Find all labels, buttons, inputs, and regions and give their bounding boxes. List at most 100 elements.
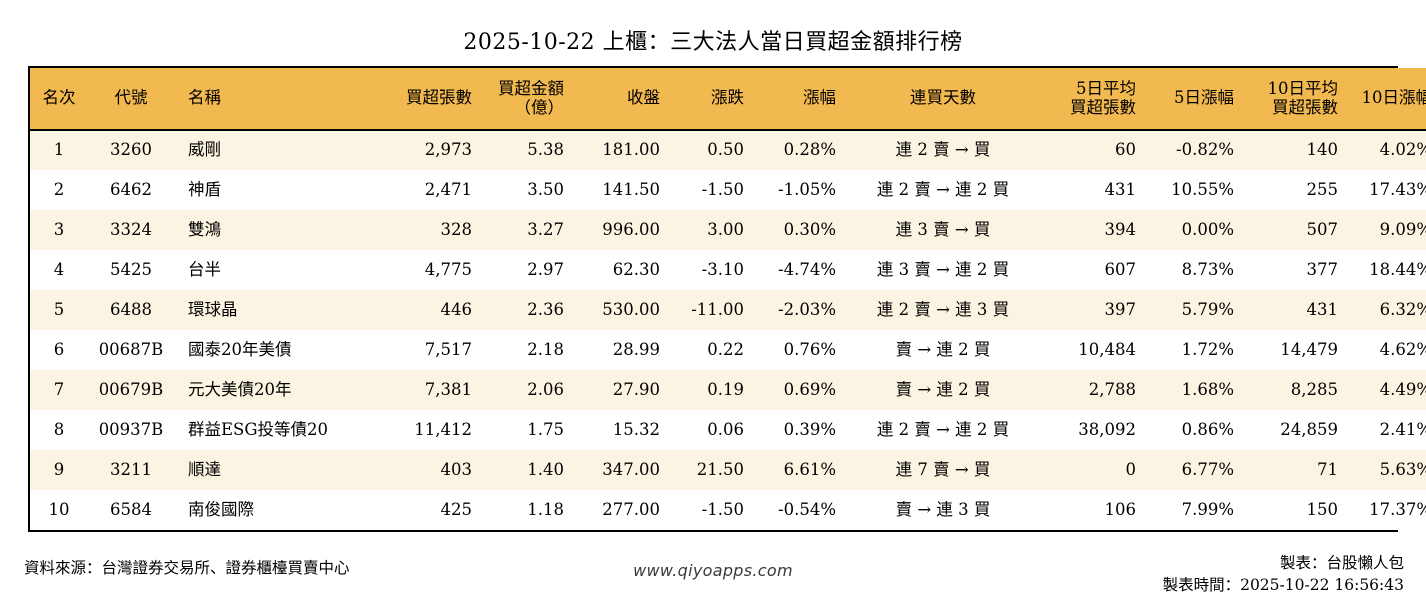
table-row[interactable]: 3 3324 雙鴻 328 3.27 996.00 3.00 0.30% 連 3 賣 → 買 39…	[30, 210, 1426, 250]
cell-lots: 425	[440, 499, 473, 519]
table-row[interactable]: 10 6584 南俊國際 425 1.18 277.00 -1.50 -0.54% 賣 → 連 …	[30, 490, 1426, 530]
cell-lots: 403	[440, 459, 473, 479]
cell-pct5: 0.00%	[1181, 219, 1234, 239]
column-header-streak: 連買天數	[844, 68, 1042, 131]
cell-pct5: 1.72%	[1181, 339, 1234, 359]
cell-amount: 1.40	[527, 459, 564, 479]
cell-pct10: 4.02%	[1379, 140, 1426, 160]
cell-pct5: 1.68%	[1181, 379, 1234, 399]
table-row[interactable]: 1 3260 威剛 2,973 5.38 181.00 0.50 0.28% 連 2 賣 → 買…	[30, 130, 1426, 170]
cell-avg5: 397	[1104, 299, 1137, 319]
cell-avg5: 60	[1115, 140, 1136, 160]
cell-pct10: 2.41%	[1379, 419, 1426, 439]
column-header-amount: 買超金額 （億）	[480, 68, 572, 131]
cell-avg10: 431	[1306, 299, 1339, 319]
column-header-pct5: 5日漲幅	[1144, 68, 1242, 131]
cell-lots: 4,775	[424, 259, 472, 279]
cell-streak: 連 2 賣 → 連 2 買	[876, 179, 1010, 199]
cell-avg5: 38,092	[1078, 419, 1136, 439]
table-header-row: 名次 代號 名稱 買超張數 買超金額 （億） 收盤 漲跌 漲幅 連買天數 5日平…	[30, 68, 1426, 131]
table-row[interactable]: 9 3211 順達 403 1.40 347.00 21.50 6.61% 連 7 賣 → 買 0…	[30, 450, 1426, 490]
column-header-avg5: 5日平均 買超張數	[1042, 68, 1144, 131]
table-row[interactable]: 7 00679B 元大美債20年 7,381 2.06 27.90 0.19 0.69% 賣 →…	[30, 370, 1426, 410]
cell-pct10: 17.37%	[1369, 499, 1426, 519]
footer-website: www.qiyoapps.com	[633, 561, 793, 580]
cell-avg10: 255	[1306, 179, 1339, 199]
cell-code: 6462	[110, 179, 152, 199]
cell-change: 21.50	[696, 459, 744, 479]
cell-pct10: 5.63%	[1379, 459, 1426, 479]
cell-change: -1.50	[701, 499, 744, 519]
cell-avg10: 71	[1317, 459, 1338, 479]
table-row[interactable]: 6 00687B 國泰20年美債 7,517 2.18 28.99 0.22 0.76% 賣 →…	[30, 330, 1426, 370]
cell-pct5: 5.79%	[1181, 299, 1234, 319]
cell-pct5: 6.77%	[1181, 459, 1234, 479]
cell-avg5: 106	[1104, 499, 1137, 519]
cell-close: 15.32	[612, 419, 660, 439]
table-row[interactable]: 8 00937B 群益ESG投等債20 11,412 1.75 15.32 0.06 0.39…	[30, 410, 1426, 450]
cell-avg10: 377	[1306, 259, 1339, 279]
column-header-close: 收盤	[572, 68, 668, 131]
cell-name: 環球晶	[188, 299, 238, 319]
cell-code: 6488	[110, 299, 152, 319]
table-row[interactable]: 5 6488 環球晶 446 2.36 530.00 -11.00 -2.03% 連 2 賣 →…	[30, 290, 1426, 330]
footer-generated-at: 製表時間：2025-10-22 16:56:43	[1162, 576, 1404, 595]
cell-avg5: 10,484	[1078, 339, 1136, 359]
cell-change-pct: 0.76%	[783, 339, 836, 359]
cell-close: 996.00	[602, 219, 660, 239]
cell-code: 5425	[110, 259, 152, 279]
cell-avg5: 2,788	[1088, 379, 1136, 399]
cell-avg10: 8,285	[1290, 379, 1338, 399]
cell-rank: 10	[48, 499, 70, 519]
cell-pct5: -0.82%	[1176, 140, 1234, 160]
cell-change-pct: 0.28%	[783, 140, 836, 160]
cell-pct10: 6.32%	[1379, 299, 1426, 319]
cell-pct5: 8.73%	[1181, 259, 1234, 279]
column-header-change: 漲跌	[668, 68, 752, 131]
cell-streak: 賣 → 連 3 買	[895, 499, 991, 519]
cell-rank: 2	[53, 179, 65, 199]
table-body: 1 3260 威剛 2,973 5.38 181.00 0.50 0.28% 連 2 賣 → 買…	[30, 130, 1426, 530]
cell-avg10: 14,479	[1280, 339, 1338, 359]
cell-change-pct: 6.61%	[783, 459, 836, 479]
table-row[interactable]: 4 5425 台半 4,775 2.97 62.30 -3.10 -4.74% 連 3 賣 → …	[30, 250, 1426, 290]
page-title: 2025-10-22 上櫃：三大法人當日買超金額排行榜	[463, 30, 963, 55]
cell-pct10: 18.44%	[1369, 259, 1426, 279]
cell-name: 群益ESG投等債20	[188, 419, 329, 439]
cell-streak: 賣 → 連 2 買	[895, 339, 991, 359]
cell-streak: 連 3 賣 → 連 2 買	[876, 259, 1010, 279]
cell-amount: 2.36	[527, 299, 564, 319]
cell-name: 威剛	[188, 140, 221, 160]
column-header-code: 代號	[88, 68, 174, 131]
cell-change: 3.00	[707, 219, 744, 239]
cell-streak: 連 2 賣 → 買	[895, 140, 991, 160]
table-row[interactable]: 2 6462 神盾 2,471 3.50 141.50 -1.50 -1.05% 連 2 賣 →…	[30, 170, 1426, 210]
cell-pct10: 4.62%	[1379, 339, 1426, 359]
cell-rank: 4	[53, 259, 65, 279]
cell-lots: 328	[440, 219, 473, 239]
cell-avg5: 607	[1104, 259, 1137, 279]
cell-rank: 8	[53, 419, 65, 439]
cell-streak: 連 7 賣 → 買	[895, 459, 991, 479]
cell-pct5: 10.55%	[1171, 179, 1234, 199]
cell-change-pct: -0.54%	[778, 499, 836, 519]
column-header-avg10: 10日平均 買超張數	[1242, 68, 1346, 131]
cell-close: 62.30	[612, 259, 660, 279]
cell-pct10: 9.09%	[1379, 219, 1426, 239]
cell-amount: 5.38	[527, 140, 564, 160]
cell-code: 3260	[110, 140, 152, 160]
cell-lots: 2,973	[424, 140, 472, 160]
column-header-pct10: 10日漲幅	[1346, 68, 1426, 131]
cell-change-pct: -1.05%	[778, 179, 836, 199]
cell-avg10: 24,859	[1280, 419, 1338, 439]
cell-lots: 446	[440, 299, 473, 319]
cell-name: 神盾	[188, 179, 221, 199]
footer-meta: 製表：台股懶人包 製表時間：2025-10-22 16:56:43	[1163, 552, 1404, 597]
cell-amount: 2.18	[527, 339, 564, 359]
cell-change-pct: 0.39%	[783, 419, 836, 439]
cell-avg10: 507	[1306, 219, 1339, 239]
cell-close: 530.00	[602, 299, 660, 319]
cell-rank: 5	[53, 299, 65, 319]
cell-amount: 2.97	[527, 259, 564, 279]
